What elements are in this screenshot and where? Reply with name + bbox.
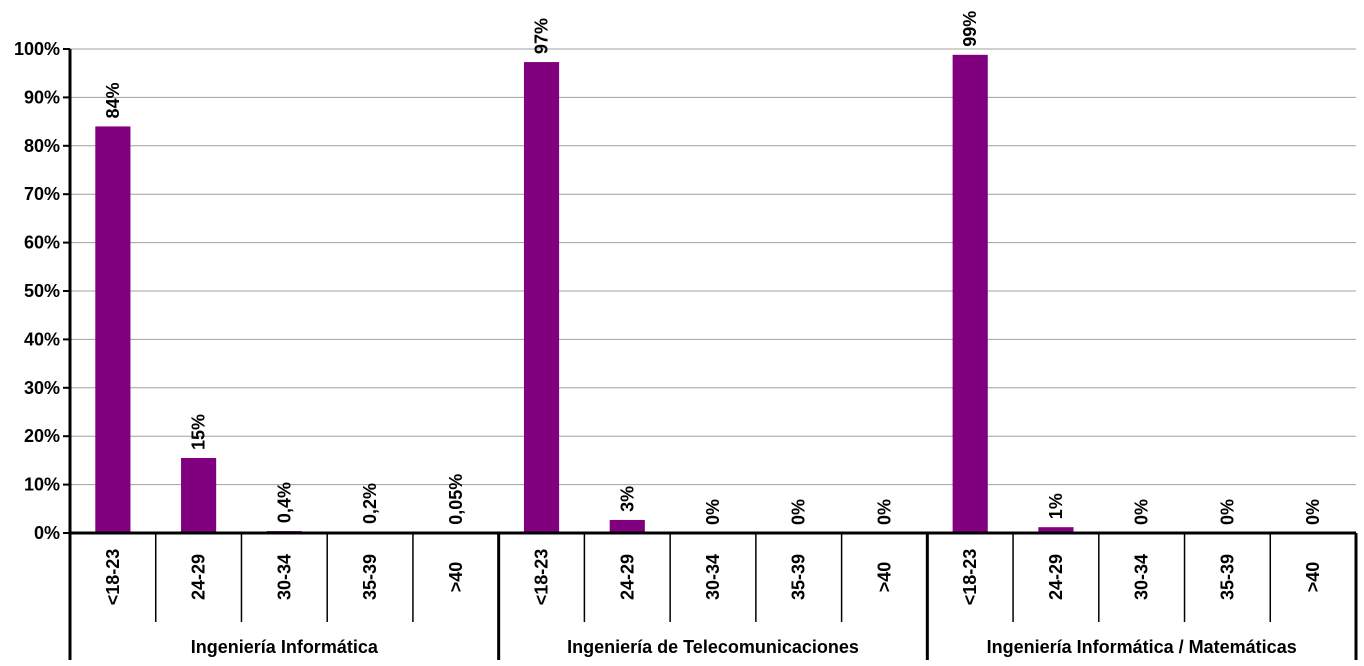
bar bbox=[95, 126, 131, 533]
data-label: 0% bbox=[703, 499, 723, 525]
category-label: 35-39 bbox=[789, 554, 809, 600]
data-label: 3% bbox=[617, 486, 637, 512]
bar bbox=[952, 54, 988, 534]
y-tick-label: 40% bbox=[24, 329, 60, 349]
category-label: <18-23 bbox=[532, 549, 552, 606]
data-label: 97% bbox=[532, 18, 552, 54]
gridlines bbox=[70, 48, 1356, 486]
category-label: 30-34 bbox=[703, 554, 723, 600]
category-label: 35-39 bbox=[1217, 554, 1237, 600]
bar bbox=[609, 519, 645, 533]
category-label: 30-34 bbox=[1132, 554, 1152, 600]
data-label: 0,2% bbox=[360, 483, 380, 524]
data-label: 0% bbox=[1132, 499, 1152, 525]
data-label: 0,05% bbox=[446, 474, 466, 525]
y-tick-label: 30% bbox=[24, 378, 60, 398]
data-label: 15% bbox=[189, 414, 209, 450]
bar bbox=[523, 62, 560, 534]
data-label: 84% bbox=[103, 82, 123, 118]
group-label: Ingeniería Informática bbox=[191, 637, 379, 657]
category-label: 24-29 bbox=[189, 554, 209, 600]
bar bbox=[1038, 527, 1074, 533]
category-label: 30-34 bbox=[274, 554, 294, 600]
category-label: >40 bbox=[1303, 562, 1323, 593]
y-tick-label: 90% bbox=[24, 87, 60, 107]
category-label: 35-39 bbox=[360, 554, 380, 600]
y-tick-label: 60% bbox=[24, 233, 60, 253]
data-label: 0% bbox=[789, 499, 809, 525]
bars bbox=[95, 54, 1074, 534]
category-label: 24-29 bbox=[1046, 554, 1066, 600]
labels: 0% 10% 20% 30% 40% 50% 60% 70% 80% 90% 100% 84% <18-… bbox=[14, 11, 1323, 657]
data-label: 0% bbox=[874, 499, 894, 525]
y-tick-label: 20% bbox=[24, 426, 60, 446]
category-label: <18-23 bbox=[103, 549, 123, 606]
y-tick-label: 80% bbox=[24, 136, 60, 156]
data-label: 0% bbox=[1303, 499, 1323, 525]
category-label: 24-29 bbox=[617, 554, 637, 600]
category-label: <18-23 bbox=[960, 549, 980, 606]
data-label: 0% bbox=[1217, 499, 1237, 525]
y-tick-label: 50% bbox=[24, 281, 60, 301]
data-label: 1% bbox=[1046, 493, 1066, 519]
bar bbox=[181, 457, 217, 533]
y-tick-label: 100% bbox=[14, 39, 60, 59]
axes bbox=[63, 48, 1358, 660]
y-tick-label: 0% bbox=[34, 523, 60, 543]
y-tick-label: 70% bbox=[24, 184, 60, 204]
data-label: 0,4% bbox=[274, 482, 294, 523]
group-label: Ingeniería Informática / Matemáticas bbox=[987, 637, 1297, 657]
data-label: 99% bbox=[960, 11, 980, 47]
category-label: >40 bbox=[874, 562, 894, 593]
category-label: >40 bbox=[446, 562, 466, 593]
group-label: Ingeniería de Telecomunicaciones bbox=[567, 637, 859, 657]
y-tick-label: 10% bbox=[24, 475, 60, 495]
